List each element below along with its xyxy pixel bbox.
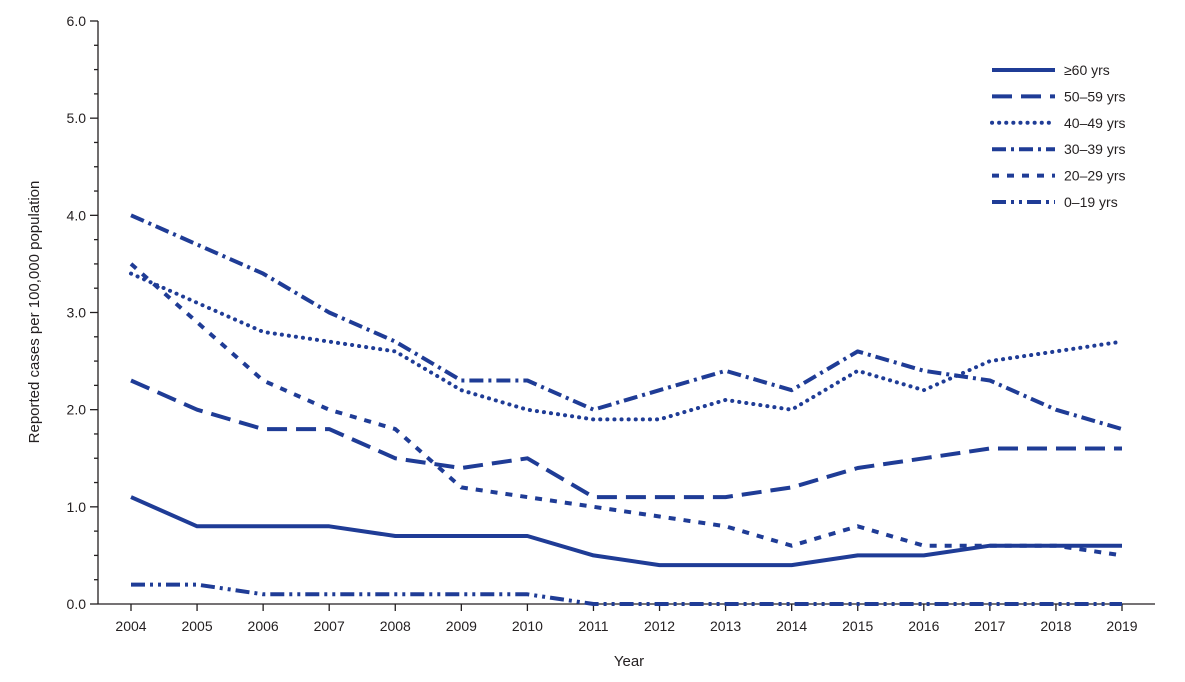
legend-label: ≥60 yrs <box>1064 62 1110 78</box>
x-tick-label: 2012 <box>644 618 675 634</box>
x-tick-label: 2014 <box>776 618 807 634</box>
legend-label: 30–39 yrs <box>1064 141 1125 157</box>
x-tick-label: 2017 <box>974 618 1005 634</box>
x-axis: 2004 2005 2006 2007 2008 2009 2010 2011 2012 2013… <box>98 603 1155 634</box>
x-tick-label: 2006 <box>248 618 279 634</box>
x-tick-label: 2011 <box>578 618 608 634</box>
series-line <box>130 213 1123 432</box>
legend-label: 0–19 yrs <box>1064 194 1118 210</box>
x-tick-label: 2005 <box>181 618 212 634</box>
x-axis-title: Year <box>614 653 644 670</box>
x-tick-label: 2010 <box>512 618 543 634</box>
y-tick-label: 2.0 <box>67 402 87 418</box>
x-tick-label: 2009 <box>446 618 477 634</box>
series-line <box>129 262 1123 558</box>
legend-label: 50–59 yrs <box>1064 88 1125 104</box>
series-lines <box>129 213 1124 606</box>
x-tick-label: 2018 <box>1040 618 1071 634</box>
x-tick-label: 2007 <box>314 618 345 634</box>
y-axis: 0.0 1.0 2.0 3.0 4.0 5.0 6.0 <box>67 13 99 612</box>
legend-label: 40–49 yrs <box>1064 115 1125 131</box>
series-line <box>130 495 1122 568</box>
y-tick-label: 0.0 <box>67 596 87 612</box>
y-tick-label: 1.0 <box>67 499 87 515</box>
x-tick-label: 2019 <box>1106 618 1137 634</box>
y-tick-label: 6.0 <box>67 13 87 29</box>
legend: ≥60 yrs 50–59 yrs 40–49 yrs 30–39 yrs 20–29 … <box>990 62 1125 210</box>
x-tick-label: 2016 <box>908 618 939 634</box>
y-tick-label: 5.0 <box>67 110 87 126</box>
x-tick-label: 2008 <box>380 618 411 634</box>
y-tick-label: 4.0 <box>67 207 87 223</box>
x-tick-label: 2004 <box>115 618 146 634</box>
series-line <box>130 378 1122 500</box>
x-tick-label: 2013 <box>710 618 741 634</box>
series-line <box>131 582 1122 606</box>
x-tick-label: 2015 <box>842 618 873 634</box>
series-line <box>129 271 1124 422</box>
y-axis-title: Reported cases per 100,000 population <box>26 181 43 444</box>
y-tick-label: 3.0 <box>67 305 87 321</box>
legend-label: 20–29 yrs <box>1064 168 1125 184</box>
